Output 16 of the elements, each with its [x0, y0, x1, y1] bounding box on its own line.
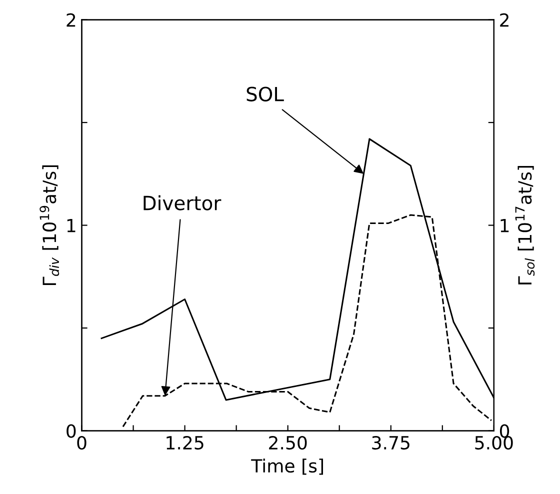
y2-tick-label: 2 — [500, 13, 508, 27]
text: 2.50 — [269, 436, 307, 450]
x-tick-label: 3.75 — [372, 436, 410, 450]
y-tick-label: 1 — [67, 218, 76, 232]
annotation: SOL — [246, 86, 284, 102]
text: 5.00 — [475, 436, 513, 450]
annotation: Divertor — [144, 195, 222, 210]
x-tick-label: 1.25 — [166, 436, 204, 450]
y-tick-label: 2 — [66, 13, 76, 27]
x-tick-label: 0 — [77, 436, 86, 450]
y2-tick-label: 0 — [500, 424, 510, 438]
x-axis-title: Time [s] — [251, 458, 323, 475]
y-tick-label: 0 — [66, 424, 76, 438]
y-axis-title: Γ$_{div}$ [10$^{19}$at/s] — [40, 165, 60, 285]
y2-tick-label: 1 — [500, 218, 509, 232]
y2-axis-title: Γ$_{sol}$ [10$^{17}$at/s] — [515, 166, 535, 284]
